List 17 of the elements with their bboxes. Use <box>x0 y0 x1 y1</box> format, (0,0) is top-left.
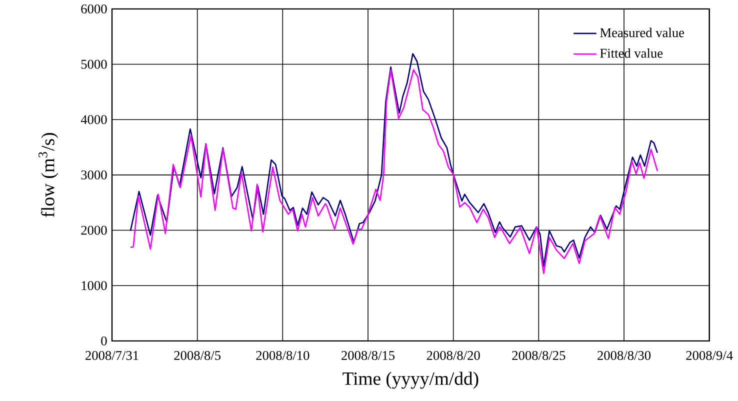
y-tick-label: 1000 <box>82 281 107 290</box>
x-axis-title: Time (yyyy/m/dd) <box>342 372 478 389</box>
y-tick-label: 5000 <box>81 60 107 69</box>
x-tick-label: 2008/7/31 <box>86 351 138 360</box>
x-tick-label: 2008/8/10 <box>256 351 310 360</box>
x-tick-label: 2008/8/20 <box>426 351 480 360</box>
y-tick-label: 4000 <box>80 115 107 124</box>
y-tick-label: 3000 <box>81 170 107 180</box>
x-tick-label: 2008/8/25 <box>512 351 566 360</box>
y-tick-label: 6000 <box>81 4 107 14</box>
x-tick-label: 2008/8/5 <box>174 351 221 360</box>
y-tick-label: 0 <box>101 336 107 346</box>
x-tick-label: 2008/8/30 <box>598 351 651 360</box>
y-tick-label: 2000 <box>81 226 107 235</box>
x-tick-label: 2008/8/15 <box>342 351 395 360</box>
x-tick-label: 2008/9/4 <box>686 351 733 360</box>
y-axis-title: flow (m$^{3}$/s) <box>38 133 58 218</box>
